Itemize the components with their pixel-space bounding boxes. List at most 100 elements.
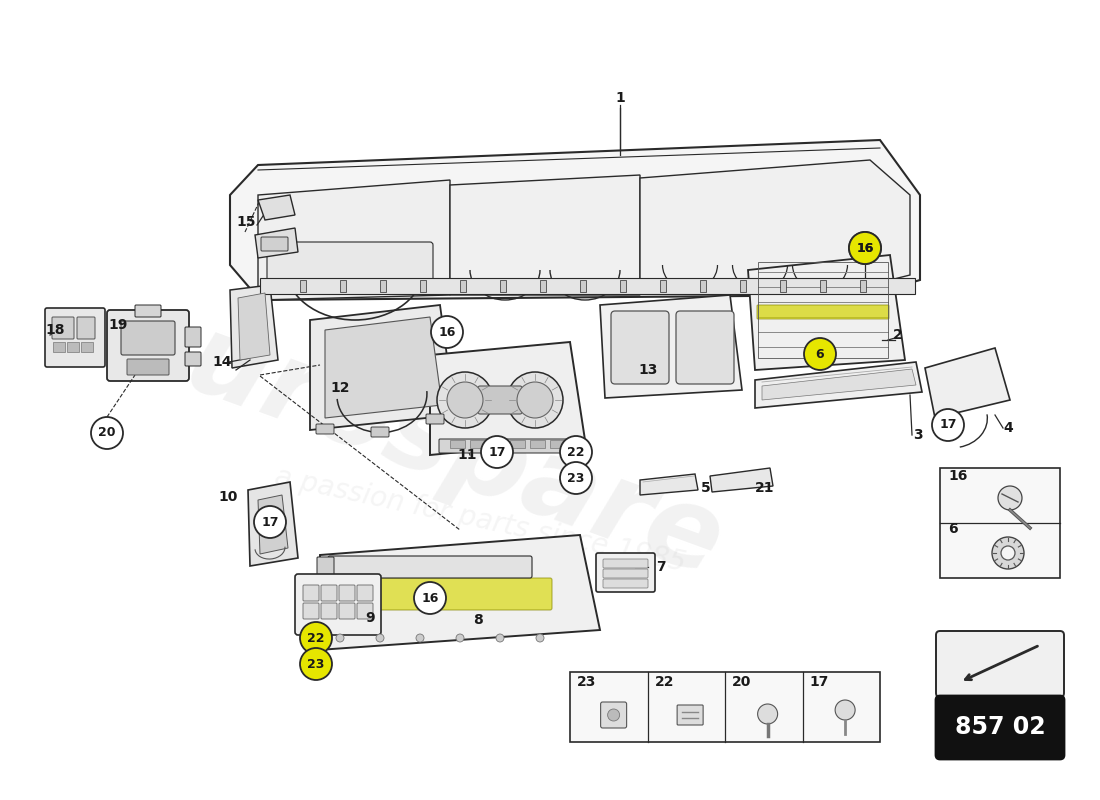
Text: 857 02: 857 02 [955, 715, 1045, 739]
FancyBboxPatch shape [740, 280, 746, 292]
FancyBboxPatch shape [676, 311, 734, 384]
FancyBboxPatch shape [260, 278, 915, 294]
FancyBboxPatch shape [185, 352, 201, 366]
FancyBboxPatch shape [500, 280, 506, 292]
Circle shape [560, 462, 592, 494]
Circle shape [536, 634, 544, 642]
Polygon shape [258, 180, 450, 300]
FancyBboxPatch shape [340, 280, 346, 292]
FancyBboxPatch shape [550, 440, 565, 448]
FancyBboxPatch shape [757, 305, 889, 319]
Text: 16: 16 [948, 469, 967, 483]
Circle shape [300, 622, 332, 654]
Text: 2: 2 [893, 328, 903, 342]
Circle shape [804, 338, 836, 370]
FancyBboxPatch shape [302, 603, 319, 619]
Polygon shape [710, 468, 773, 492]
FancyBboxPatch shape [339, 585, 355, 601]
FancyBboxPatch shape [328, 578, 552, 610]
Polygon shape [255, 228, 298, 258]
Text: 22: 22 [654, 675, 674, 689]
Polygon shape [230, 140, 920, 300]
Polygon shape [450, 175, 640, 295]
Text: 18: 18 [45, 323, 65, 337]
Polygon shape [318, 535, 600, 650]
Circle shape [414, 582, 446, 614]
Circle shape [481, 436, 513, 468]
Text: 10: 10 [218, 490, 238, 504]
FancyBboxPatch shape [439, 439, 576, 453]
Text: 7: 7 [657, 560, 665, 574]
Polygon shape [258, 495, 288, 554]
Polygon shape [600, 295, 742, 398]
Text: 21: 21 [756, 481, 774, 495]
Circle shape [416, 634, 424, 642]
FancyBboxPatch shape [603, 569, 648, 578]
Circle shape [437, 372, 493, 428]
Circle shape [998, 486, 1022, 510]
FancyBboxPatch shape [107, 310, 189, 381]
Circle shape [560, 436, 592, 468]
FancyBboxPatch shape [52, 317, 74, 339]
FancyBboxPatch shape [135, 305, 161, 317]
FancyBboxPatch shape [300, 280, 306, 292]
Polygon shape [258, 195, 295, 220]
Circle shape [456, 634, 464, 642]
Circle shape [992, 537, 1024, 569]
Text: 22: 22 [568, 446, 585, 458]
Text: 23: 23 [578, 675, 596, 689]
FancyBboxPatch shape [490, 440, 505, 448]
FancyBboxPatch shape [358, 585, 373, 601]
Polygon shape [640, 160, 910, 290]
FancyBboxPatch shape [530, 440, 544, 448]
FancyBboxPatch shape [67, 342, 79, 352]
Text: 15: 15 [236, 215, 255, 229]
Text: 13: 13 [638, 363, 658, 377]
FancyBboxPatch shape [261, 237, 288, 251]
Circle shape [932, 409, 964, 441]
Text: 5: 5 [701, 481, 711, 495]
FancyBboxPatch shape [610, 311, 669, 384]
Text: 8: 8 [473, 613, 483, 627]
Circle shape [300, 648, 332, 680]
FancyBboxPatch shape [510, 440, 525, 448]
FancyBboxPatch shape [317, 557, 334, 579]
Circle shape [507, 372, 563, 428]
FancyBboxPatch shape [358, 603, 373, 619]
FancyBboxPatch shape [53, 342, 65, 352]
Text: 6: 6 [948, 522, 958, 536]
Polygon shape [310, 305, 455, 430]
Polygon shape [324, 317, 442, 418]
FancyBboxPatch shape [570, 672, 880, 742]
Circle shape [254, 506, 286, 538]
Polygon shape [430, 342, 585, 455]
FancyBboxPatch shape [450, 440, 465, 448]
Circle shape [1001, 546, 1015, 560]
FancyBboxPatch shape [321, 603, 337, 619]
FancyBboxPatch shape [678, 705, 703, 725]
Text: 17: 17 [939, 418, 957, 431]
FancyBboxPatch shape [371, 427, 389, 437]
FancyBboxPatch shape [321, 585, 337, 601]
Text: 3: 3 [913, 428, 923, 442]
Polygon shape [748, 255, 905, 370]
FancyBboxPatch shape [77, 317, 95, 339]
Text: 23: 23 [568, 471, 585, 485]
FancyBboxPatch shape [596, 553, 654, 592]
FancyBboxPatch shape [328, 556, 532, 578]
Text: 11: 11 [458, 448, 476, 462]
FancyBboxPatch shape [940, 468, 1060, 578]
Polygon shape [762, 369, 916, 400]
FancyBboxPatch shape [302, 585, 319, 601]
Polygon shape [755, 362, 922, 408]
Text: 16: 16 [856, 242, 873, 254]
Text: 17: 17 [810, 675, 829, 689]
Circle shape [431, 316, 463, 348]
FancyBboxPatch shape [936, 631, 1064, 697]
Circle shape [849, 232, 881, 264]
FancyBboxPatch shape [540, 280, 546, 292]
FancyBboxPatch shape [601, 702, 627, 728]
Text: eurospare: eurospare [102, 281, 737, 599]
FancyBboxPatch shape [267, 242, 433, 288]
Text: 19: 19 [108, 318, 128, 332]
